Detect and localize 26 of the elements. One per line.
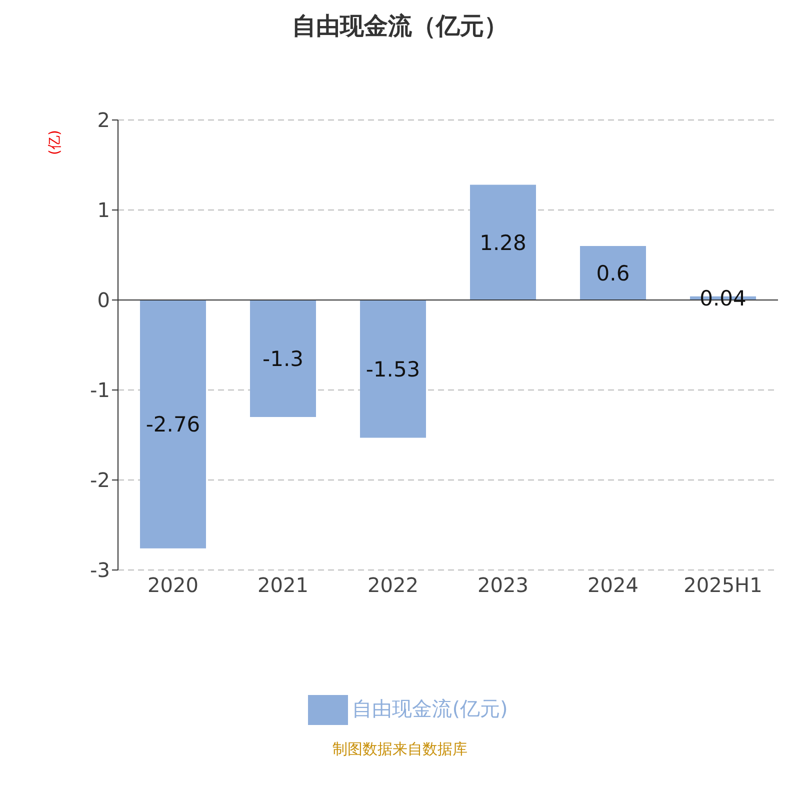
y-axis-title: (亿) [46,130,63,155]
data-label: -1.53 [366,357,420,382]
bar [470,184,536,300]
data-label: 1.28 [480,230,526,255]
bar [250,300,316,417]
x-tick-label: 2022 [368,573,418,598]
y-tick-label: 0 [97,288,110,312]
y-tick-label: -2 [90,468,110,492]
x-tick-label: 2023 [478,573,528,598]
data-label: -2.76 [146,412,200,437]
text: 制图数据来自数据库 [332,740,468,759]
y-tick-label: -1 [90,378,110,402]
data-label: 0.6 [596,261,630,286]
bar [140,300,206,548]
x-tick-label: 2024 [588,573,638,598]
legend-label: 自由现金流(亿元) [352,696,508,720]
bar [360,300,426,438]
y-tick-label: 1 [97,198,110,222]
x-tick-label: 2020 [148,573,198,598]
x-tick-label: 2025H1 [684,573,762,598]
x-tick-label: 2021 [258,573,308,598]
y-tick-label: -3 [90,558,110,582]
bar [580,246,646,300]
y-tick-label: 2 [97,108,110,132]
data-label: -1.3 [262,346,304,371]
chart-title: 自由现金流（亿元） [291,11,509,42]
